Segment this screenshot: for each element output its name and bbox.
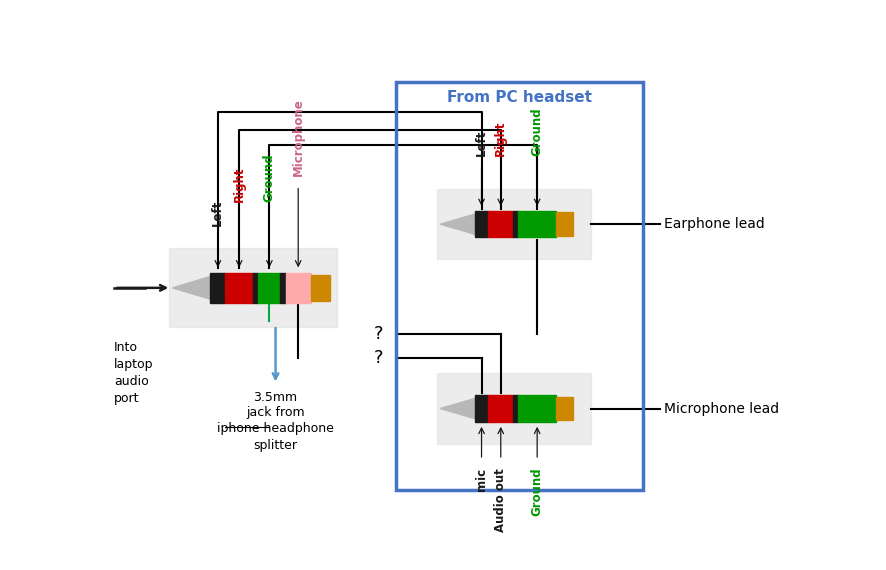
Bar	[518, 211, 556, 237]
Text: Microphone: Microphone	[291, 98, 305, 176]
Bar	[475, 396, 488, 422]
Text: Microphone lead: Microphone lead	[664, 401, 779, 416]
Bar	[286, 273, 311, 303]
Bar	[280, 273, 286, 303]
Bar	[437, 373, 591, 443]
Bar	[259, 273, 280, 303]
Polygon shape	[440, 398, 475, 418]
Text: Earphone lead: Earphone lead	[664, 217, 765, 231]
Text: Into
laptop
audio
port: Into laptop audio port	[114, 340, 153, 405]
Text: ?: ?	[374, 325, 384, 343]
Bar	[311, 275, 330, 301]
Text: Ground: Ground	[531, 468, 544, 516]
Bar	[488, 396, 513, 422]
Text: Right: Right	[494, 121, 508, 156]
Bar	[513, 211, 518, 237]
Bar	[396, 82, 643, 490]
Bar	[475, 211, 488, 237]
Text: Left: Left	[212, 200, 224, 226]
Bar	[225, 273, 253, 303]
Bar	[210, 273, 225, 303]
Text: Audio out: Audio out	[494, 468, 508, 532]
Text: 3.5mm
jack from: 3.5mm jack from	[246, 391, 305, 419]
Bar	[488, 211, 513, 237]
Bar	[513, 396, 518, 422]
Text: mic: mic	[475, 468, 488, 491]
Bar	[169, 249, 338, 327]
Text: splitter: splitter	[253, 439, 298, 452]
Polygon shape	[173, 276, 210, 299]
Text: Ground: Ground	[263, 154, 276, 202]
Text: iphone headphone: iphone headphone	[217, 422, 334, 435]
Bar	[556, 213, 573, 236]
Text: ?: ?	[374, 349, 384, 367]
Bar	[556, 397, 573, 421]
Text: Left: Left	[475, 130, 488, 156]
Text: Right: Right	[233, 167, 245, 202]
Polygon shape	[440, 214, 475, 234]
Text: Ground: Ground	[531, 108, 544, 156]
Bar	[518, 396, 556, 422]
Bar	[437, 189, 591, 259]
Text: From PC headset: From PC headset	[447, 90, 592, 105]
Bar	[253, 273, 259, 303]
